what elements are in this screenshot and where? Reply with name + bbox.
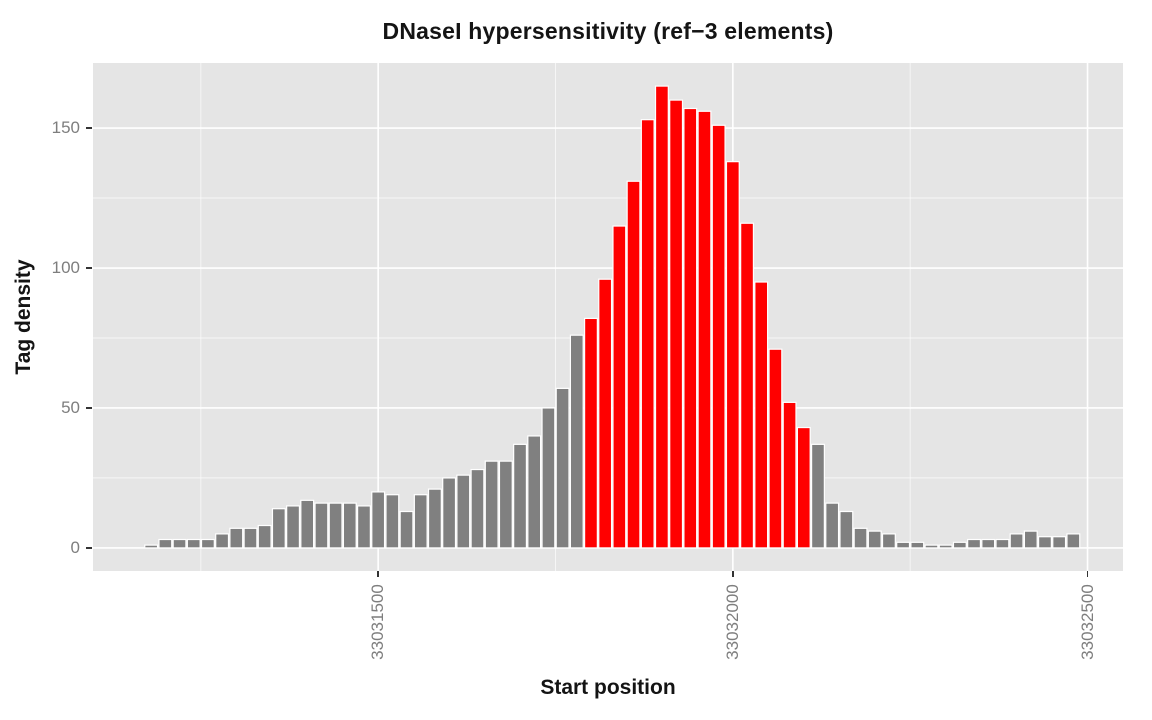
y-tick-mark bbox=[86, 267, 92, 269]
bar bbox=[271, 508, 286, 549]
highlighted-bar bbox=[740, 222, 755, 549]
x-tick-mark bbox=[1086, 571, 1089, 577]
highlighted-bar bbox=[725, 161, 740, 549]
highlighted-bar bbox=[669, 99, 684, 549]
bar bbox=[286, 505, 301, 549]
bar bbox=[1052, 536, 1067, 549]
plot-panel bbox=[93, 63, 1123, 571]
y-tick-label: 0 bbox=[70, 537, 80, 557]
bar bbox=[172, 538, 187, 549]
highlighted-bar bbox=[711, 124, 726, 549]
bar bbox=[995, 538, 1010, 549]
x-tick-label: 33031500 bbox=[368, 584, 388, 660]
bar bbox=[243, 527, 258, 549]
bar bbox=[427, 488, 442, 549]
bar bbox=[853, 527, 868, 549]
bar bbox=[356, 505, 371, 549]
bar bbox=[967, 538, 982, 549]
bar bbox=[442, 477, 457, 549]
y-axis-title: Tag density bbox=[12, 259, 35, 375]
bar bbox=[342, 502, 357, 549]
highlighted-bar bbox=[654, 85, 669, 549]
highlighted-bar bbox=[697, 110, 712, 549]
bar bbox=[300, 499, 315, 549]
bar bbox=[399, 510, 414, 549]
plot-area bbox=[93, 63, 1123, 571]
bar bbox=[1037, 536, 1052, 549]
bar bbox=[810, 443, 825, 549]
highlighted-bar bbox=[626, 180, 641, 549]
x-tick-mark bbox=[732, 571, 734, 577]
highlighted-bar bbox=[612, 225, 627, 549]
bar bbox=[881, 533, 896, 549]
bar bbox=[186, 538, 201, 549]
y-tick-mark bbox=[86, 127, 92, 129]
highlighted-bar bbox=[754, 281, 769, 549]
y-tick-label: 100 bbox=[51, 258, 80, 277]
x-axis-title: Start position bbox=[540, 676, 676, 699]
x-tick-mark bbox=[377, 571, 379, 577]
bar bbox=[200, 538, 215, 549]
bar bbox=[555, 387, 570, 549]
highlighted-bar bbox=[683, 107, 698, 549]
x-tick-label: 33032000 bbox=[722, 584, 742, 660]
bar bbox=[896, 541, 911, 549]
bar bbox=[144, 544, 159, 549]
bar bbox=[470, 468, 485, 549]
bar bbox=[839, 510, 854, 549]
chart-title: DNaseI hypersensitivity (ref−3 elements) bbox=[382, 18, 834, 44]
y-tick-mark bbox=[86, 547, 92, 549]
bar bbox=[569, 334, 584, 549]
y-tick-mark bbox=[86, 407, 92, 409]
bar bbox=[215, 533, 230, 549]
bar bbox=[314, 502, 329, 549]
bar bbox=[910, 541, 925, 549]
bar bbox=[1009, 533, 1024, 549]
bar bbox=[371, 491, 386, 549]
x-tick-label: 33032500 bbox=[1077, 584, 1097, 660]
bar bbox=[456, 474, 471, 549]
highlighted-bar bbox=[640, 119, 655, 549]
bar bbox=[825, 502, 840, 549]
bar bbox=[981, 538, 996, 549]
bar bbox=[867, 530, 882, 549]
bar bbox=[1066, 533, 1081, 549]
bar bbox=[385, 494, 400, 549]
highlighted-bar bbox=[598, 278, 613, 549]
y-tick-label: 150 bbox=[51, 118, 80, 138]
highlighted-bar bbox=[782, 401, 797, 549]
bar bbox=[328, 502, 343, 549]
bar bbox=[924, 544, 939, 549]
bar bbox=[158, 538, 173, 549]
bar bbox=[938, 544, 953, 549]
bar bbox=[229, 527, 244, 549]
highlighted-bar bbox=[583, 317, 598, 549]
bar bbox=[484, 460, 499, 549]
bar bbox=[527, 435, 542, 549]
bar bbox=[257, 524, 272, 549]
bar bbox=[413, 494, 428, 549]
highlighted-bar bbox=[796, 426, 811, 549]
bar bbox=[513, 443, 528, 549]
bar bbox=[498, 460, 513, 549]
bar bbox=[952, 541, 967, 549]
y-tick-label: 50 bbox=[61, 398, 80, 417]
bar bbox=[1023, 530, 1038, 549]
highlighted-bar bbox=[768, 348, 783, 549]
bar bbox=[541, 407, 556, 549]
